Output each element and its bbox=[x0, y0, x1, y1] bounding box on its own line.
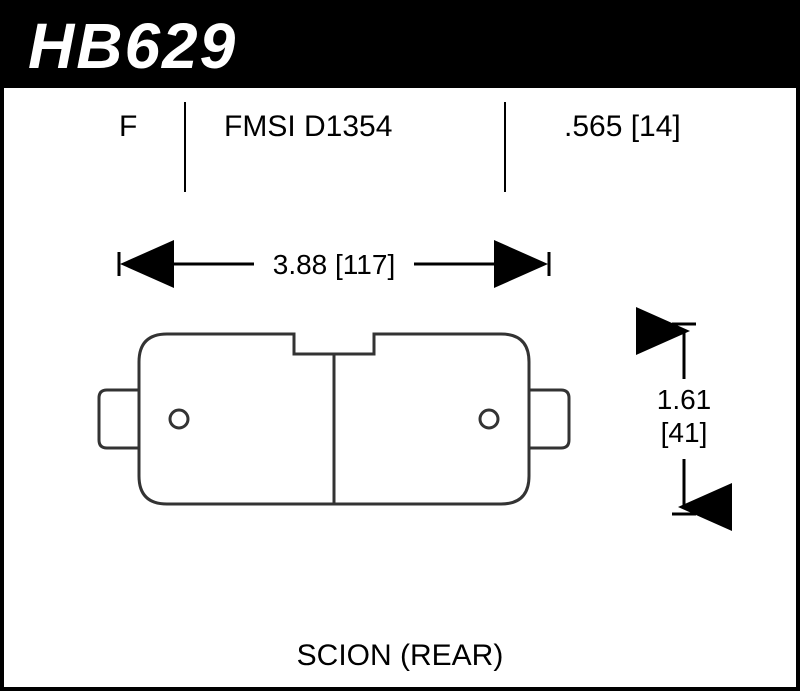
spec-divider-1 bbox=[184, 102, 186, 192]
part-number: HB629 bbox=[28, 10, 237, 82]
height-label-1: 1.61 bbox=[657, 384, 712, 415]
spec-row: F FMSI D1354 .565 [14] bbox=[4, 92, 796, 202]
spec-thickness: .565 [14] bbox=[564, 110, 681, 144]
width-dimension: 3.88 [117] bbox=[119, 249, 549, 280]
spec-card-frame: HB629 F FMSI D1354 .565 [14] bbox=[0, 0, 800, 691]
spec-compound: F bbox=[119, 110, 137, 144]
vehicle-label: SCION (REAR) bbox=[4, 639, 796, 673]
spec-divider-2 bbox=[504, 102, 506, 192]
width-label: 3.88 [117] bbox=[273, 249, 395, 280]
brake-pad-diagram: 3.88 [117] 1.61 [41] bbox=[4, 204, 796, 624]
spec-fmsi: FMSI D1354 bbox=[224, 110, 392, 144]
brake-pad-shape bbox=[99, 334, 569, 504]
diagram-area: 3.88 [117] 1.61 [41] bbox=[4, 204, 796, 624]
height-label-2: [41] bbox=[661, 417, 708, 448]
header-bar: HB629 bbox=[4, 4, 796, 88]
height-dimension: 1.61 [41] bbox=[657, 324, 712, 514]
